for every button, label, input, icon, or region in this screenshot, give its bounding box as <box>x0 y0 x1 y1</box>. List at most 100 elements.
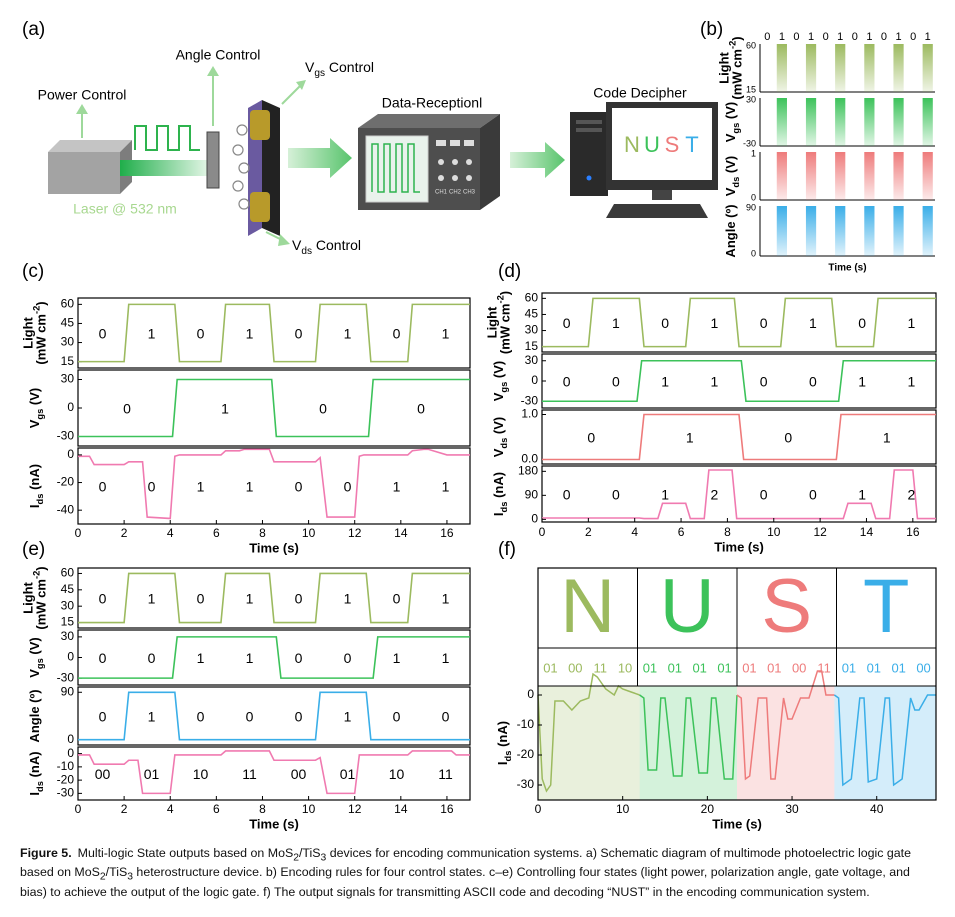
y-tick-label: 30 <box>61 598 75 612</box>
y-axis-label: (mW cm-2) <box>496 291 513 354</box>
waveform <box>78 636 470 679</box>
waveform <box>78 378 470 438</box>
state-label: 0 <box>417 401 425 417</box>
code: 01 <box>842 660 856 675</box>
y-axis-label: Light <box>485 306 500 338</box>
code: 01 <box>767 660 781 675</box>
schematic: (a) Power Control Laser @ 532 nm Angle C… <box>22 19 718 257</box>
y-axis-label: Light <box>717 51 732 83</box>
y-tick-label: 1 <box>751 148 756 158</box>
text-part: (nA) <box>27 751 42 781</box>
y-tick-label: 30 <box>61 629 75 643</box>
state-label: 1 <box>612 315 620 331</box>
channel-label: CH1 <box>435 190 448 196</box>
screen-letter: T <box>685 132 698 157</box>
text-part: I <box>491 512 506 516</box>
text-part: V <box>491 448 506 457</box>
text-part: (V) <box>491 417 506 438</box>
x-tick-label: 2 <box>121 526 128 540</box>
code-bar <box>805 206 817 256</box>
y-tick-label: 0 <box>531 512 538 526</box>
panel-label: (e) <box>22 539 45 560</box>
plot-frame <box>77 686 471 746</box>
y-tick-label: 0 <box>67 447 74 461</box>
text-part: gs <box>314 68 325 79</box>
state-label: 1 <box>246 591 254 607</box>
state-label: 0 <box>99 479 107 495</box>
y-axis-label: (mW cm-2) <box>32 566 49 629</box>
caption-part: 2 <box>99 871 106 883</box>
bit-label: 0 <box>793 31 799 43</box>
y-tick-label: 60 <box>525 291 539 305</box>
y-tick-label: 60 <box>61 566 75 580</box>
state-label: 0 <box>612 487 620 503</box>
y-tick-label: 180 <box>518 464 538 478</box>
figure: (a) Power Control Laser @ 532 nm Angle C… <box>21 19 937 831</box>
x-tick-label: 8 <box>259 526 266 540</box>
state-label: 1 <box>661 374 669 390</box>
y-axis-label: Vgs (V) <box>491 361 509 402</box>
state-label: 0 <box>858 315 866 331</box>
text-part: gs <box>499 382 509 393</box>
text-part: Control <box>325 59 374 75</box>
laser-label: Laser @ 532 nm <box>73 201 177 217</box>
y-tick-label: -10 <box>517 717 535 731</box>
state-label: 0 <box>393 591 401 607</box>
caption-part: heterostructure device. b) Encoding rule… <box>20 865 910 899</box>
state-label: 0 <box>295 709 303 725</box>
x-tick-label: 2 <box>585 525 592 539</box>
plot-frame <box>541 353 937 409</box>
y-tick-label: -20 <box>57 475 75 489</box>
text-part: gs <box>731 123 741 134</box>
state-label: 0 <box>760 315 768 331</box>
code-bar <box>893 152 904 200</box>
code: 01 <box>891 660 905 675</box>
waveform <box>78 303 470 363</box>
y-tick-label: -30 <box>57 670 75 684</box>
text-part: ds <box>503 751 513 762</box>
x-tick-label: 10 <box>302 526 316 540</box>
text-part: -2 <box>32 571 42 579</box>
y-axis-label: (mW cm-2) <box>32 301 49 364</box>
state-label: 1 <box>907 374 915 390</box>
y-axis-label: Vds (V) <box>491 417 509 458</box>
x-tick-label: 20 <box>701 802 715 816</box>
y-tick-label: 30 <box>525 353 539 367</box>
code-bar <box>835 206 846 256</box>
y-tick-label: 0.0 <box>521 452 538 466</box>
y-axis-label: Vgs (V) <box>723 102 741 143</box>
bit-label: 1 <box>837 31 843 43</box>
y-tick-label: 30 <box>61 372 75 386</box>
x-tick-label: 30 <box>785 802 799 816</box>
caption-title: Figure 5. <box>20 846 72 860</box>
code: 10 <box>618 660 632 675</box>
plot-frame <box>541 465 937 523</box>
bit-label: 0 <box>852 31 858 43</box>
caption-part: /TiS <box>298 846 321 860</box>
panel-label: (b) <box>700 19 723 40</box>
state-label: 0 <box>809 374 817 390</box>
plot-frame <box>541 292 937 353</box>
state-label: 0 <box>99 709 107 725</box>
caption-part: Multi-logic State outputs based on MoS <box>77 846 294 860</box>
y-tick-label: -40 <box>57 502 75 516</box>
plot-frame <box>77 297 471 369</box>
state-label: 1 <box>442 650 450 666</box>
text-part: Light <box>21 581 36 613</box>
code-bar <box>805 98 817 146</box>
code-bar <box>864 44 875 92</box>
y-tick-label: 0 <box>527 687 534 701</box>
x-tick-label: 0 <box>535 802 542 816</box>
state-label: 0 <box>99 591 107 607</box>
code-bar <box>893 206 904 256</box>
text-part: ds <box>35 494 45 505</box>
x-tick-label: 12 <box>348 526 362 540</box>
x-tick-label: 16 <box>906 525 920 539</box>
bit-label: 0 <box>910 31 916 43</box>
state-label: 1 <box>344 591 352 607</box>
state-label: 1 <box>393 650 401 666</box>
code: 01 <box>717 660 731 675</box>
state-label: 0 <box>148 479 156 495</box>
state-label: 1 <box>710 374 718 390</box>
